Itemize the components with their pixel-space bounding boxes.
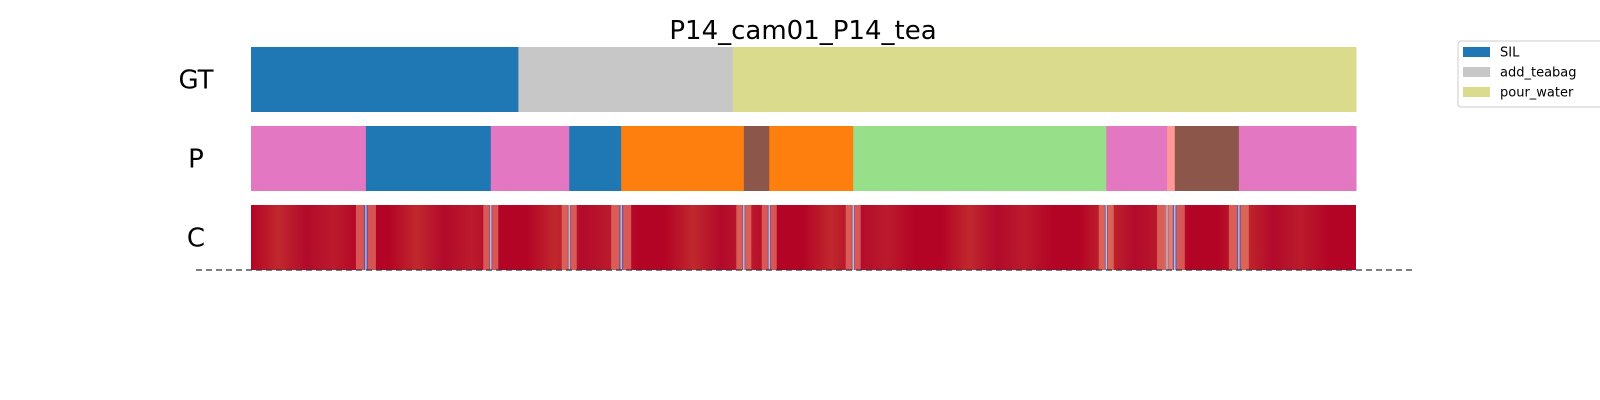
segmentation-rows: GT P C [178, 47, 1357, 254]
confidence-dip-core-6 [852, 205, 854, 270]
confidence-dip-core-4 [743, 205, 745, 270]
confidence-dip-core-5 [768, 205, 770, 270]
segment-gt-1 [518, 47, 734, 112]
legend: SIL add_teabag pour_water [1457, 40, 1600, 108]
legend-swatch-1 [1463, 67, 1490, 77]
segment-p-6 [769, 126, 854, 191]
segment-p-8 [1106, 126, 1168, 191]
confidence-dip-core-1 [490, 205, 492, 270]
confidence-strip [251, 205, 1356, 270]
segment-p-10 [1174, 126, 1240, 191]
legend-label-0: SIL [1500, 46, 1520, 61]
segment-p-1 [365, 126, 492, 191]
confidence-dip-core-2 [568, 205, 570, 270]
row-label-p: P [188, 145, 204, 175]
segment-gt-0 [251, 47, 519, 112]
segment-gt-2 [732, 47, 1357, 112]
confidence-dip-core-3 [620, 205, 622, 270]
confidence-dip-core-0 [365, 205, 367, 270]
row-label-c: C [187, 224, 205, 254]
chart-title: P14_cam01_P14_tea [669, 16, 936, 46]
confidence-dip-core-7 [1105, 205, 1107, 270]
confidence-base [251, 205, 1356, 270]
segment-p-5 [743, 126, 770, 191]
segment-p-9 [1167, 126, 1176, 191]
legend-swatch-0 [1463, 47, 1490, 57]
segment-p-11 [1238, 126, 1357, 191]
legend-label-1: add_teabag [1500, 66, 1577, 81]
legend-label-2: pour_water [1500, 86, 1574, 101]
confidence-dip-core-9 [1174, 205, 1176, 270]
segment-p-0 [251, 126, 367, 191]
segment-p-4 [621, 126, 745, 191]
confidence-dip-core-10 [1238, 205, 1240, 270]
row-label-gt: GT [178, 66, 213, 96]
legend-swatch-2 [1463, 87, 1490, 97]
legend-box [1457, 40, 1600, 108]
segment-p-2 [490, 126, 570, 191]
segment-p-3 [569, 126, 622, 191]
segment-p-7 [853, 126, 1107, 191]
